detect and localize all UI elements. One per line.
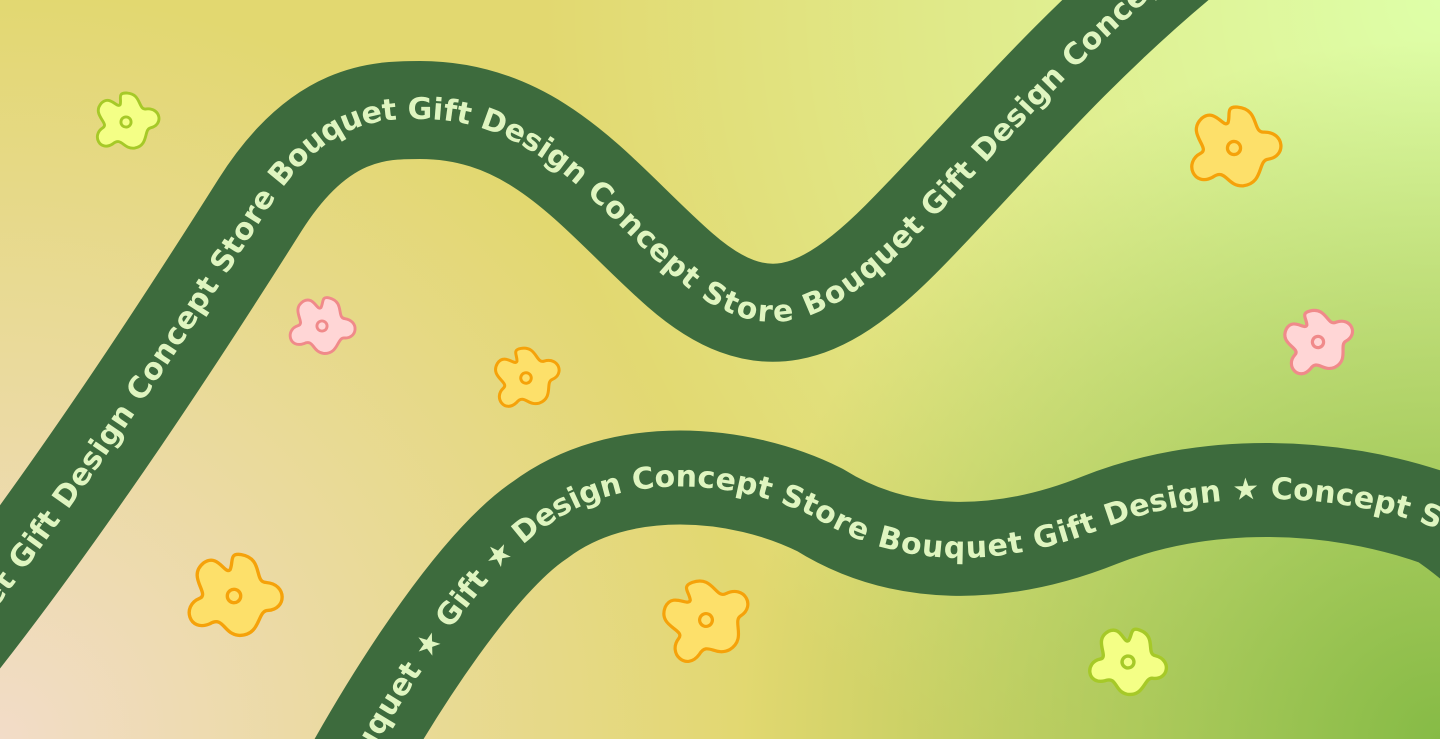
flower-pink-1: [286, 289, 363, 362]
flower-yellow-4: [1188, 101, 1286, 191]
flower-yellow-3: [653, 565, 763, 670]
flower-pink-2: [1277, 300, 1363, 380]
flower-yellow-2: [184, 545, 291, 644]
flower-lime-2: [1084, 616, 1178, 706]
flower-center: [119, 115, 133, 129]
flower-center: [519, 371, 533, 385]
flower-center: [1310, 334, 1326, 350]
flower-lime-1: [95, 91, 161, 150]
flower-center: [225, 587, 243, 605]
flower-yellow-1: [490, 341, 566, 412]
flower-center: [1120, 654, 1136, 670]
flower-center: [315, 319, 329, 333]
flower-center: [1225, 139, 1243, 157]
flower-center: [697, 611, 715, 629]
